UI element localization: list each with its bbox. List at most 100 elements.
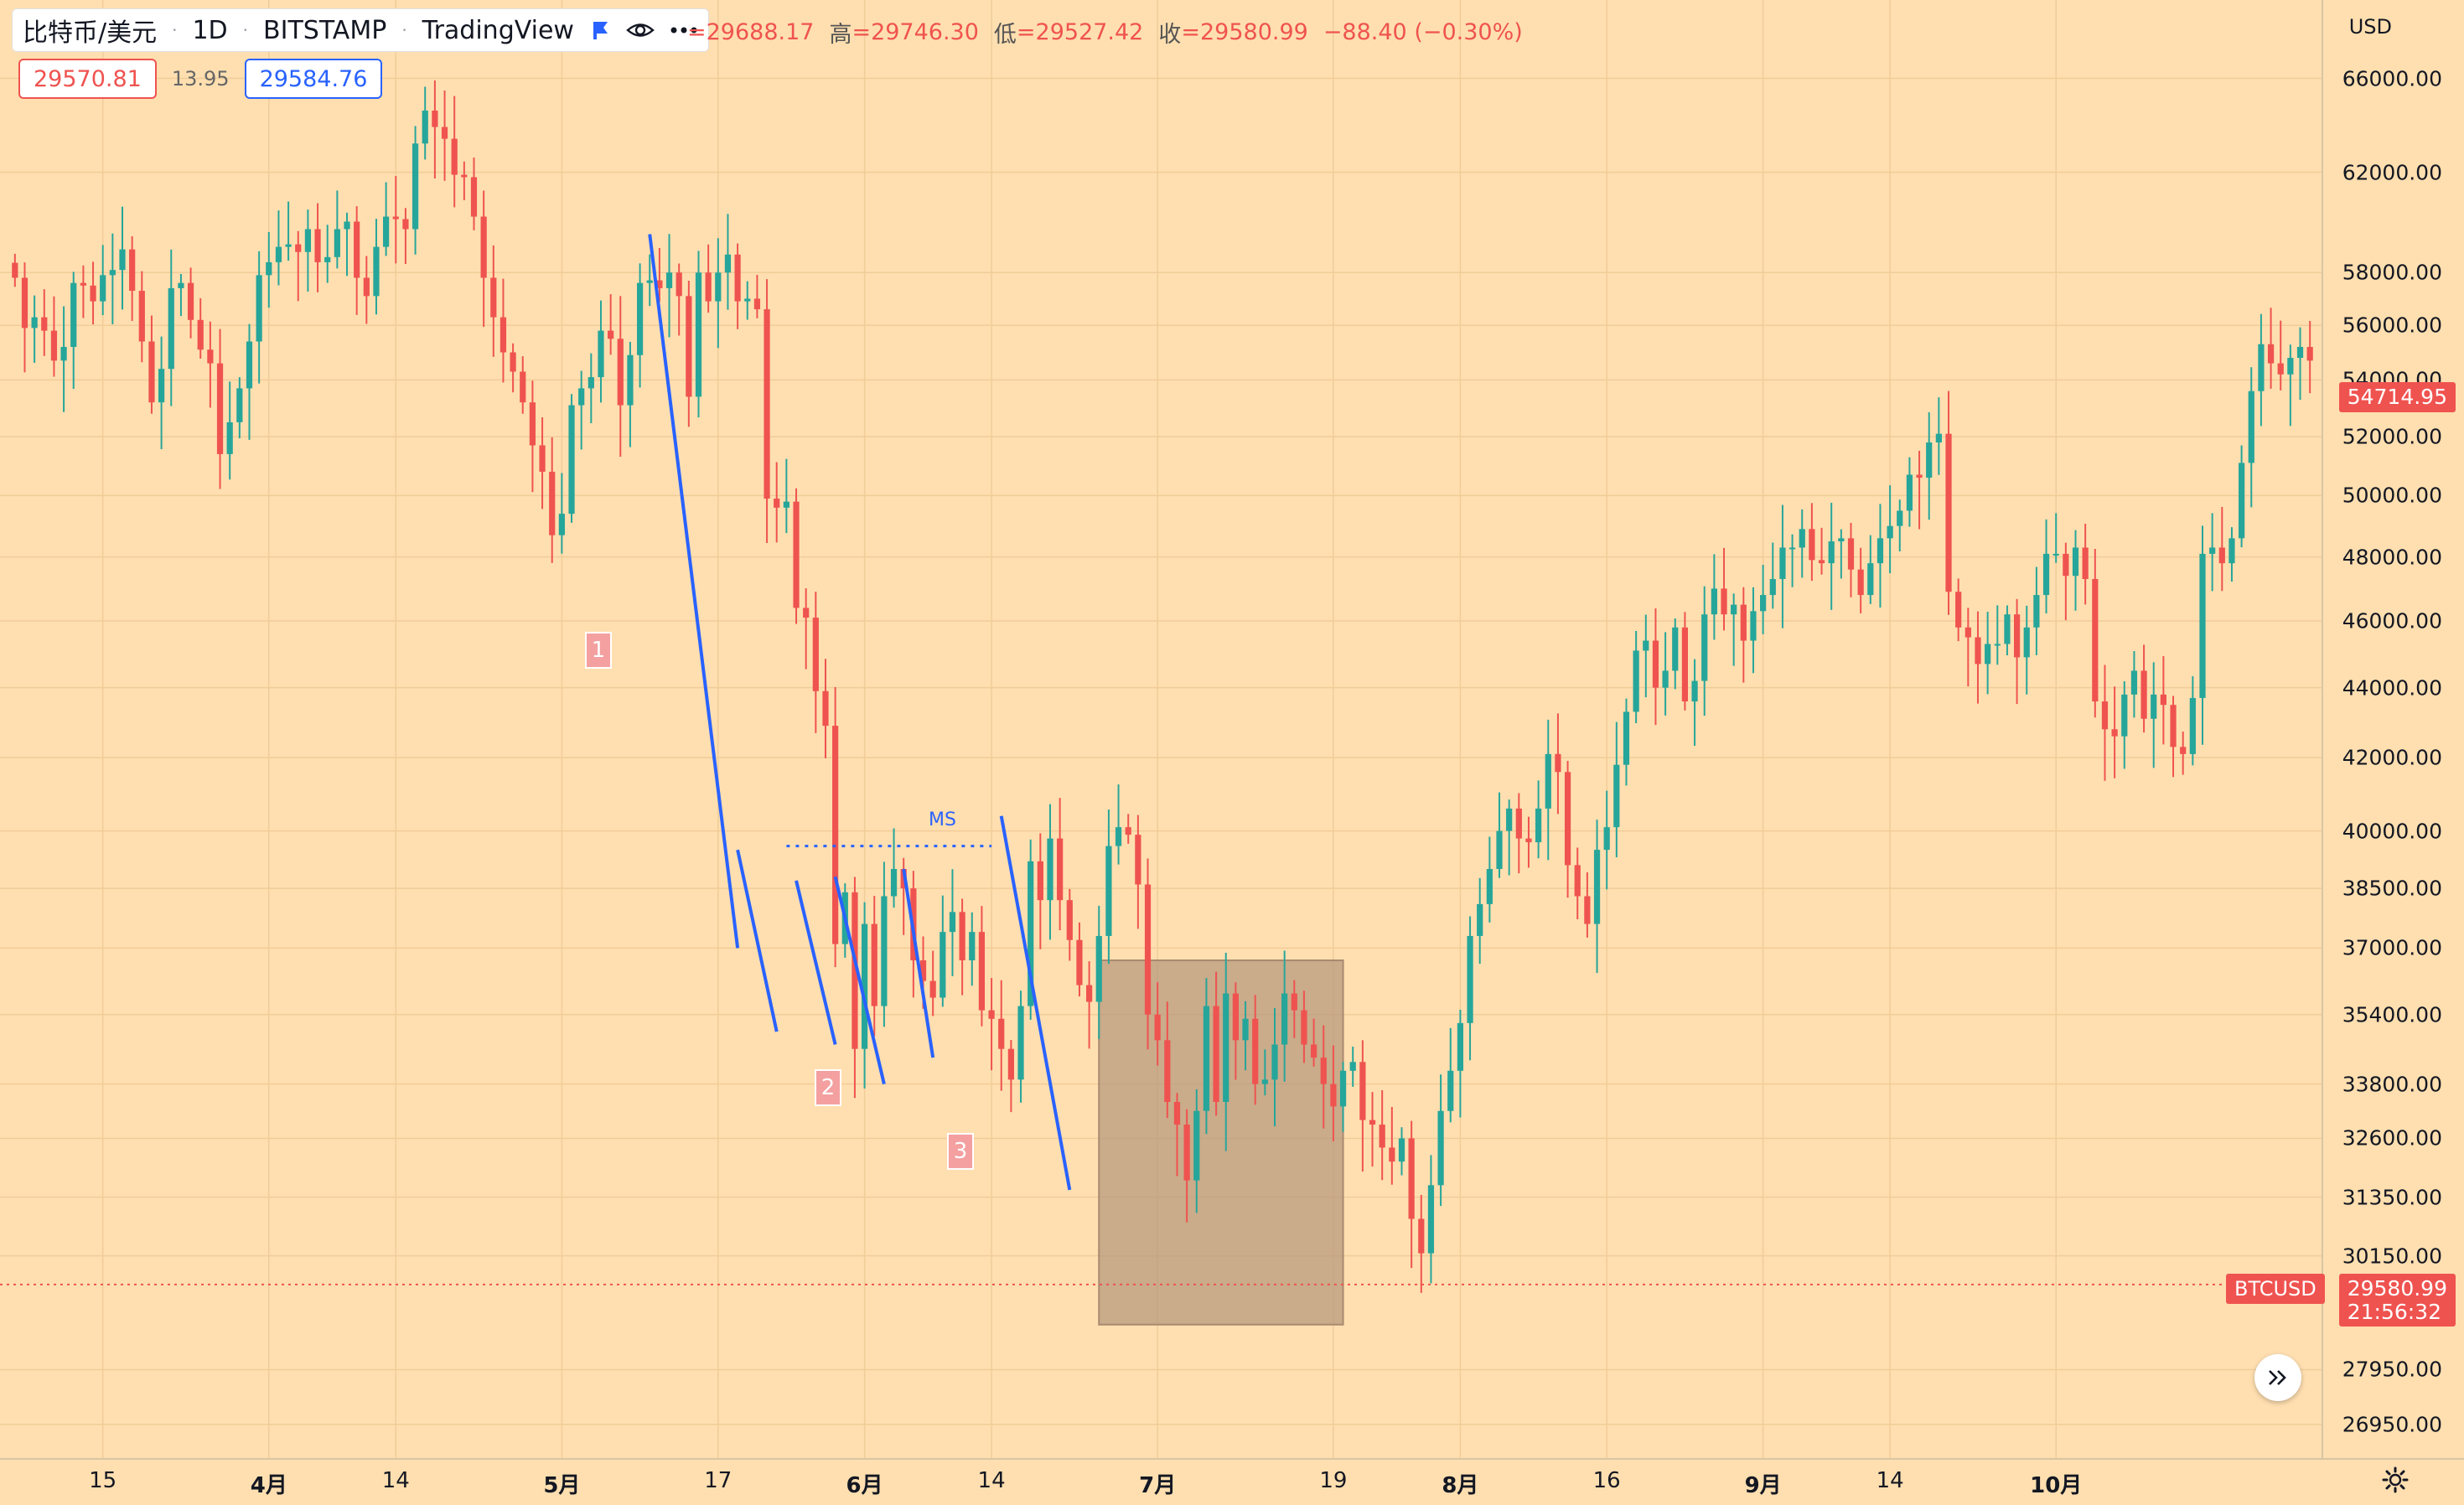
candle-body — [1369, 1120, 1376, 1125]
candle — [275, 210, 282, 286]
candle — [598, 300, 604, 403]
symbol-name[interactable]: 比特币/美元 — [23, 18, 158, 48]
interval-label[interactable]: 1D — [192, 15, 228, 45]
candle-body — [1213, 1006, 1219, 1102]
candle-body — [41, 317, 48, 331]
candle-body — [724, 254, 732, 273]
candle — [1135, 815, 1141, 929]
source-label: TradingView — [422, 15, 574, 45]
candle-body — [803, 608, 810, 618]
candle — [852, 877, 858, 1099]
candle — [363, 256, 370, 324]
candle — [461, 161, 468, 200]
candle — [890, 828, 898, 908]
candle-body — [1271, 1044, 1278, 1080]
candle — [256, 251, 262, 384]
candle-body — [2092, 578, 2099, 702]
candle — [686, 280, 692, 427]
candle-body — [1281, 993, 1288, 1045]
candle-body — [793, 501, 800, 608]
candle-body — [1847, 538, 1855, 570]
candle — [178, 273, 184, 317]
candle — [1721, 547, 1727, 631]
candle — [2033, 566, 2040, 655]
price-tick-label: 46000.00 — [2342, 608, 2442, 634]
candle — [295, 230, 302, 302]
sell-price-button[interactable]: 29570.81 — [18, 59, 157, 99]
candle — [1633, 630, 1639, 724]
candle — [2287, 344, 2294, 427]
candle-body — [871, 923, 877, 1006]
candle-body — [1525, 838, 1532, 843]
candle-body — [861, 923, 868, 1049]
market-structure-label[interactable]: MS — [929, 809, 956, 830]
candle-body — [2023, 627, 2030, 658]
separator: · — [172, 20, 178, 40]
settings-button[interactable] — [2379, 1463, 2412, 1497]
wave-label-2[interactable]: 2 — [815, 1069, 841, 1106]
candle — [1662, 632, 1669, 716]
eye-icon[interactable] — [626, 19, 655, 41]
time-axis[interactable]: 15 4月 14 5月 17 6月 14 7月 19 8月 16 9月 14 10月 — [0, 1458, 2464, 1505]
candle-body — [2287, 358, 2294, 375]
price-tick-label: 33800.00 — [2342, 1072, 2442, 1097]
candle — [588, 353, 594, 423]
candle — [1828, 503, 1835, 610]
candle-body — [1115, 827, 1122, 846]
candle — [324, 225, 331, 283]
scroll-to-realtime-button[interactable] — [2254, 1354, 2301, 1401]
candle — [2160, 655, 2166, 745]
candle — [216, 328, 224, 489]
more-options-icon[interactable] — [670, 26, 698, 34]
spread-value: 13.95 — [171, 67, 230, 91]
candle — [1818, 527, 1825, 575]
candle-body — [1593, 850, 1601, 924]
candle-body — [2072, 547, 2079, 577]
candle — [226, 381, 233, 480]
candle-body — [1193, 1110, 1200, 1181]
candle-body — [1076, 939, 1083, 985]
candle — [1769, 542, 1776, 609]
candle — [1652, 608, 1659, 726]
candle-body — [1047, 838, 1053, 901]
candle-body — [2063, 553, 2069, 577]
candle-body — [461, 174, 468, 178]
candle-body — [490, 277, 497, 318]
flag-icon[interactable] — [589, 19, 611, 41]
time-tick-label: 17 — [704, 1468, 732, 1493]
candle — [1115, 784, 1122, 865]
candle-body — [734, 254, 741, 302]
candle — [949, 869, 956, 977]
price-tick-label: 30150.00 — [2342, 1244, 2442, 1269]
wave-label-1[interactable]: 1 — [585, 632, 612, 669]
candle-body — [539, 445, 546, 472]
candle — [1603, 790, 1610, 890]
buy-price-button[interactable]: 29584.76 — [244, 59, 383, 99]
candle — [109, 233, 116, 324]
candle-body — [1515, 808, 1522, 839]
price-tick-label: 32600.00 — [2342, 1125, 2442, 1151]
symbol-info-bar[interactable]: 比特币/美元 · 1D · BITSTAMP · TradingView — [12, 8, 709, 52]
candle — [2306, 321, 2313, 394]
wave-label-3[interactable]: 3 — [947, 1133, 974, 1170]
candle-body — [1105, 846, 1112, 936]
candlestick-chart[interactable] — [0, 0, 2322, 1458]
candle — [1007, 1039, 1014, 1113]
candle-body — [109, 270, 116, 276]
currency-label[interactable]: USD — [2348, 15, 2392, 39]
high-value: =29746.30 — [852, 18, 979, 45]
candle — [734, 243, 741, 329]
candle-body — [1750, 611, 1757, 641]
candle — [1584, 872, 1591, 938]
candle — [676, 263, 682, 336]
candle-body — [1994, 644, 2001, 646]
candle-body — [1955, 592, 1962, 628]
candle — [1809, 503, 1815, 582]
candle — [1320, 1025, 1327, 1129]
candle-body — [275, 246, 282, 262]
low-label: 低 — [993, 21, 1017, 48]
price-axis[interactable]: USD 66000.00 62000.00 58000.00 56000.00 5400… — [2322, 0, 2464, 1458]
candle-body — [90, 285, 96, 302]
candle-body — [1252, 1018, 1259, 1084]
